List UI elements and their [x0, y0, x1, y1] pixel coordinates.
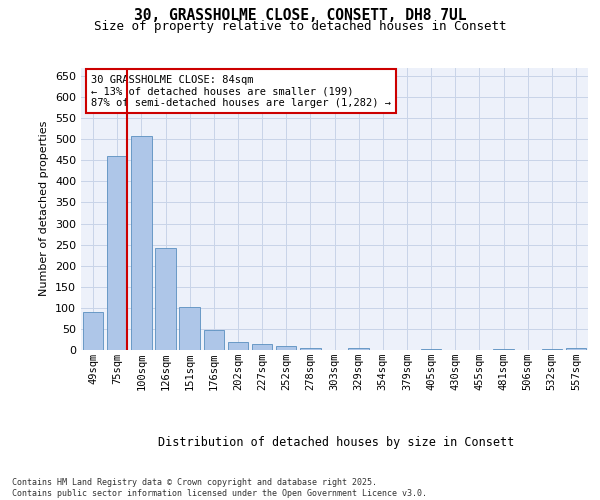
Bar: [349, 348, 369, 350]
Bar: [566, 348, 586, 350]
Bar: [542, 349, 562, 350]
Bar: [252, 344, 272, 350]
Y-axis label: Number of detached properties: Number of detached properties: [40, 121, 49, 296]
Bar: [203, 330, 224, 350]
Bar: [131, 136, 152, 350]
Text: 30, GRASSHOLME CLOSE, CONSETT, DH8 7UL: 30, GRASSHOLME CLOSE, CONSETT, DH8 7UL: [134, 8, 466, 22]
Bar: [155, 248, 176, 350]
Bar: [83, 312, 103, 350]
Text: Size of property relative to detached houses in Consett: Size of property relative to detached ho…: [94, 20, 506, 33]
Text: 30 GRASSHOLME CLOSE: 84sqm
← 13% of detached houses are smaller (199)
87% of sem: 30 GRASSHOLME CLOSE: 84sqm ← 13% of deta…: [91, 74, 391, 108]
Bar: [276, 346, 296, 350]
Bar: [179, 306, 200, 350]
Bar: [493, 349, 514, 350]
Bar: [107, 156, 127, 350]
Text: Contains HM Land Registry data © Crown copyright and database right 2025.
Contai: Contains HM Land Registry data © Crown c…: [12, 478, 427, 498]
Bar: [421, 348, 442, 350]
Text: Distribution of detached houses by size in Consett: Distribution of detached houses by size …: [158, 436, 514, 449]
Bar: [300, 348, 320, 350]
Bar: [227, 342, 248, 350]
